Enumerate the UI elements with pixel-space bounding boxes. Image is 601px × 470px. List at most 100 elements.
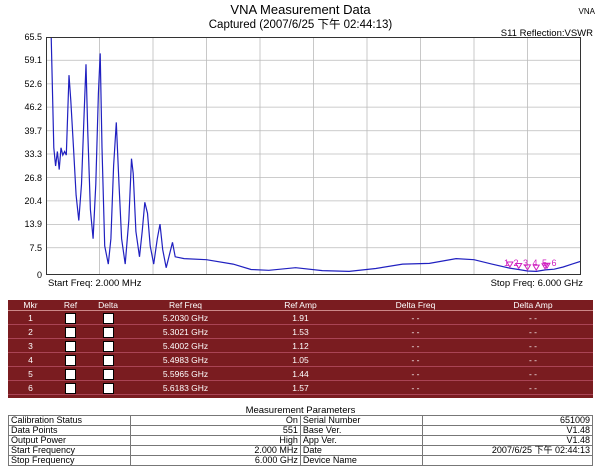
params-table: Calibration Status On Serial Number 651009 D…: [7, 415, 594, 466]
marker-triangle: [523, 264, 532, 271]
marker-ref-freq: 5.4983 GHz: [128, 352, 243, 367]
y-tick-label: 59.1: [24, 55, 42, 66]
marker-number: 6: [8, 380, 53, 395]
marker-triangle: [532, 264, 541, 272]
marker-delta-amp: - -: [473, 366, 593, 381]
marker-ref-freq: 5.2030 GHz: [128, 310, 243, 325]
col-ref-amp: Ref Amp: [243, 300, 358, 311]
marker-row: 4 5.4983 GHz 1.05- -- -: [8, 352, 593, 367]
param-value: High: [130, 435, 301, 446]
delta-checkbox-cell: [88, 338, 128, 353]
delta-checkbox-cell: [88, 366, 128, 381]
marker-row: 1 5.2030 GHz 1.91- -- -: [8, 310, 593, 325]
param-value: 6.000 GHz: [130, 455, 301, 466]
delta-checkbox-cell: [88, 310, 128, 325]
ref-checkbox[interactable]: [65, 326, 76, 338]
y-tick-label: 52.6: [24, 78, 42, 89]
col-ref: Ref: [53, 300, 88, 311]
marker-delta-amp: - -: [473, 380, 593, 395]
param-value: 2007/6/25 下午 02:44:13: [421, 445, 594, 456]
marker-triangle: [506, 261, 514, 269]
marker-ref-freq: 5.5965 GHz: [128, 366, 243, 381]
param-row: Stop Frequency 6.000 GHz Device Name: [7, 455, 594, 466]
delta-checkbox-cell: [88, 324, 128, 339]
col-ref-freq: Ref Freq: [128, 300, 243, 311]
marker-delta-amp: - -: [473, 310, 593, 325]
y-tick-label: 46.2: [24, 102, 42, 113]
ref-checkbox-cell: [53, 310, 88, 325]
marker-table: Mkr Ref Delta Ref Freq Ref Amp Delta Fre…: [8, 300, 593, 395]
param-label: Calibration Status: [7, 415, 132, 426]
param-value: 2.000 MHz: [130, 445, 301, 456]
marker-row: 3 5.4002 GHz 1.12- -- -: [8, 338, 593, 353]
marker-number: 3: [8, 338, 53, 353]
y-tick-label: 39.7: [24, 125, 42, 136]
y-tick-label: 13.9: [24, 219, 42, 230]
ref-checkbox[interactable]: [65, 354, 76, 366]
stop-freq-label: Stop Freq: 6.000 GHz: [490, 278, 583, 289]
marker-number: 4: [8, 352, 53, 367]
param-label: Serial Number: [299, 415, 423, 426]
marker-ref-amp: 1.91: [243, 310, 358, 325]
start-freq-label: Start Freq: 2.000 MHz: [48, 278, 142, 289]
page-title: VNA Measurement Data: [230, 2, 371, 17]
marker-delta-freq: - -: [358, 338, 473, 353]
param-value: [421, 455, 594, 466]
param-value: V1.48: [421, 435, 594, 446]
param-label: Date: [299, 445, 423, 456]
marker-number: 1: [8, 310, 53, 325]
marker-ref-freq: 5.3021 GHz: [128, 324, 243, 339]
delta-checkbox[interactable]: [102, 340, 114, 352]
param-row: Start Frequency 2.000 MHz Date 2007/6/25 下午…: [7, 445, 594, 456]
marker-ref-freq: 5.6183 GHz: [128, 380, 243, 395]
marker-ref-amp: 1.53: [243, 324, 358, 339]
marker-row: 6 5.6183 GHz 1.57- -- -: [8, 380, 593, 395]
col-mkr: Mkr: [8, 300, 53, 311]
marker-triangle: [514, 262, 523, 270]
delta-checkbox-cell: [88, 352, 128, 367]
delta-checkbox[interactable]: [102, 326, 114, 338]
marker-delta-amp: - -: [473, 352, 593, 367]
marker-table-panel: Mkr Ref Delta Ref Freq Ref Amp Delta Fre…: [8, 300, 593, 398]
marker-table-header: Mkr Ref Delta Ref Freq Ref Amp Delta Fre…: [8, 300, 593, 311]
y-tick-label: 33.3: [24, 149, 42, 159]
param-row: Output Power High App Ver. V1.48: [7, 435, 594, 446]
delta-checkbox[interactable]: [102, 368, 114, 380]
marker-row: 5 5.5965 GHz 1.44- -- -: [8, 366, 593, 381]
y-tick-label: 0: [36, 270, 42, 280]
ref-checkbox[interactable]: [65, 382, 76, 394]
col-delta-amp: Delta Amp: [473, 300, 593, 311]
y-tick-label: 20.4: [24, 195, 42, 206]
delta-checkbox[interactable]: [102, 382, 114, 394]
ref-checkbox-cell: [53, 338, 88, 353]
marker-number: 5: [8, 366, 53, 381]
params-title: Measurement Parameters: [245, 405, 356, 416]
param-label: Start Frequency: [7, 445, 132, 456]
param-label: Output Power: [7, 435, 132, 446]
marker-delta-amp: - -: [473, 324, 593, 339]
marker-ref-amp: 1.57: [243, 380, 358, 395]
delta-checkbox[interactable]: [102, 354, 114, 366]
ref-checkbox[interactable]: [65, 340, 76, 352]
marker-number: 2: [8, 324, 53, 339]
param-label: App Ver.: [299, 435, 423, 446]
y-tick-label: 7.5: [29, 242, 42, 253]
param-value: 551: [130, 425, 301, 436]
capture-timestamp: Captured (2007/6/25 下午 02:44:13): [208, 19, 393, 31]
marker-delta-freq: - -: [358, 310, 473, 325]
param-value: V1.48: [421, 425, 594, 436]
trace-label: S11 Reflection:VSWR: [500, 28, 593, 39]
vswr-trace: [46, 37, 581, 273]
delta-checkbox-cell: [88, 380, 128, 395]
ref-checkbox-cell: [53, 366, 88, 381]
ref-checkbox-cell: [53, 380, 88, 395]
y-tick-label: 65.5: [24, 32, 42, 42]
marker-number-labels: 1 2 3 4 5 6: [504, 258, 558, 268]
marker-row: 2 5.3021 GHz 1.53- -- -: [8, 324, 593, 339]
marker-ref-amp: 1.44: [243, 366, 358, 381]
param-label: Data Points: [7, 425, 132, 436]
marker-delta-freq: - -: [358, 324, 473, 339]
delta-checkbox[interactable]: [102, 312, 114, 324]
ref-checkbox[interactable]: [65, 312, 76, 324]
ref-checkbox[interactable]: [65, 368, 76, 380]
